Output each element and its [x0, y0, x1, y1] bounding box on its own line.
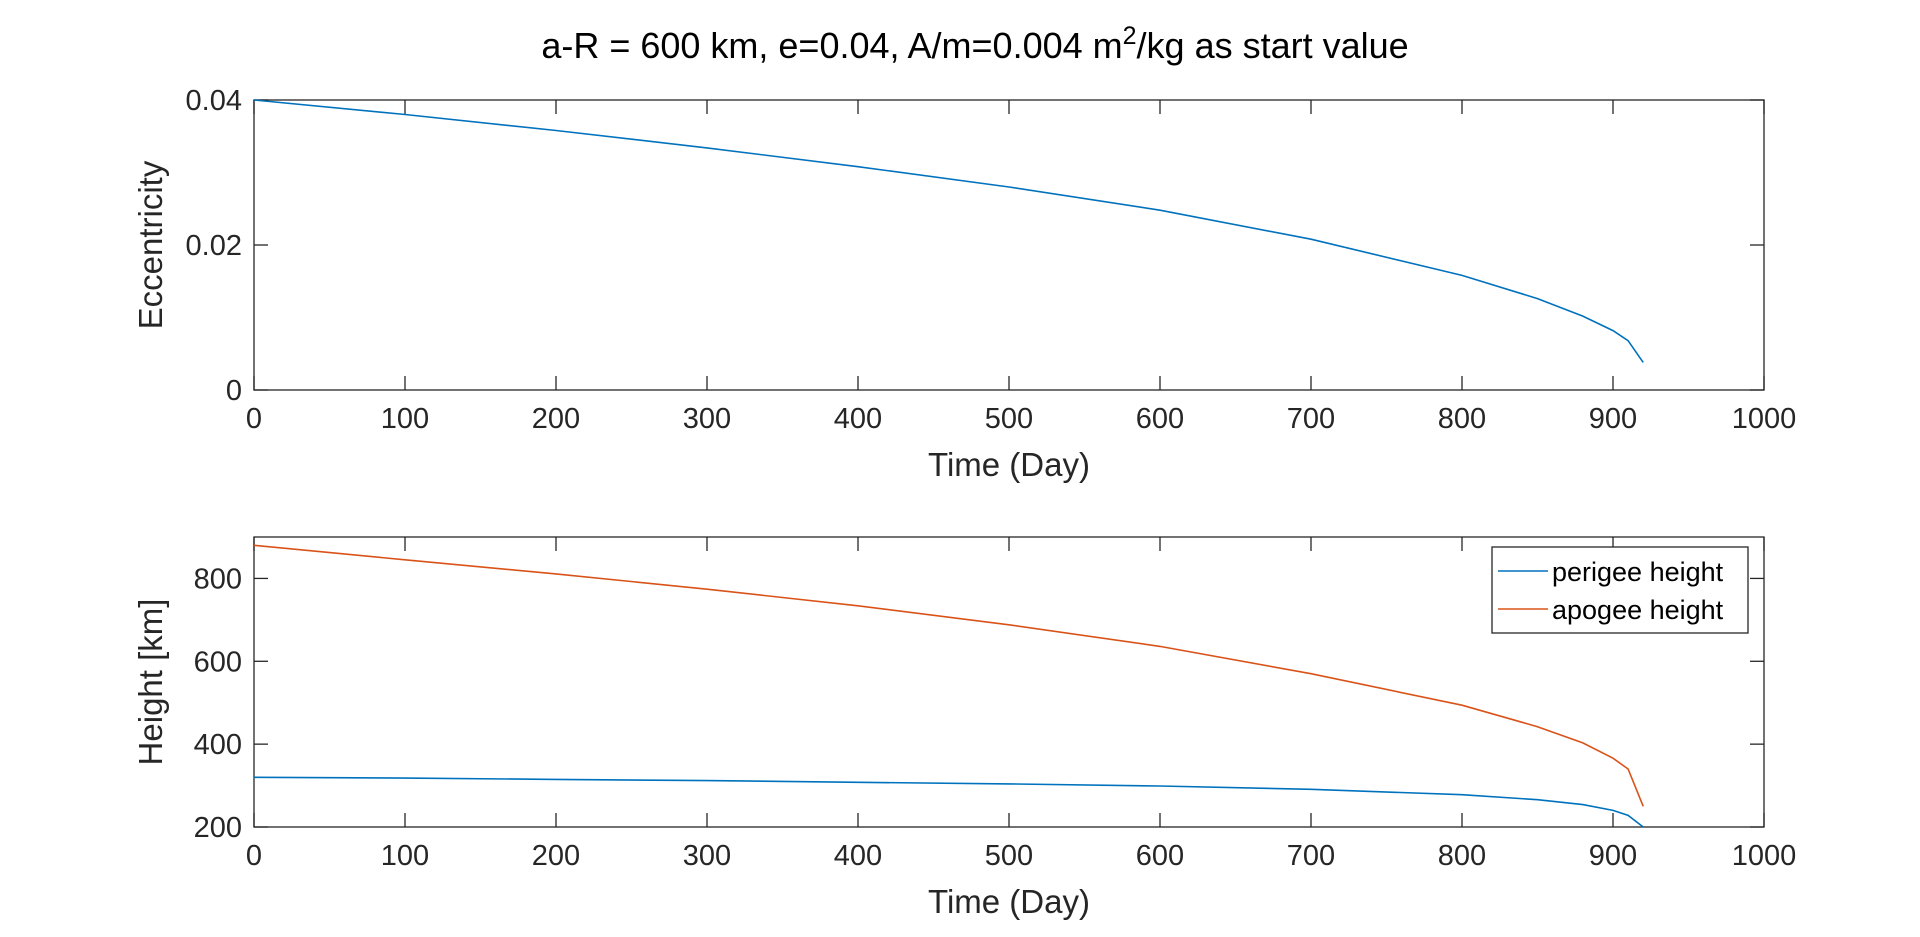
- eccentricity-x-tick-label: 1000: [1732, 403, 1797, 435]
- eccentricity-x-tick-label: 0: [246, 403, 262, 435]
- eccentricity-x-tick-label: 400: [834, 403, 882, 435]
- perigee-height-line: [253, 776, 1644, 828]
- height-x-tick-label: 100: [381, 840, 429, 872]
- eccentricity-x-tick-label: 300: [683, 403, 731, 435]
- height-y-tick-label: 200: [194, 812, 242, 844]
- eccentricity-x-tick-label: 100: [381, 403, 429, 435]
- eccentricity-x-tick-label: 900: [1589, 403, 1637, 435]
- height-x-tick-label: 400: [834, 840, 882, 872]
- legend-label-apogee-height: apogee height: [1552, 595, 1724, 625]
- figure-title: a-R = 600 km, e=0.04, A/m=0.004 m2/kg as…: [541, 22, 1408, 66]
- eccentricity-x-tick-label: 200: [532, 403, 580, 435]
- eccentricity-x-tick-label: 500: [985, 403, 1033, 435]
- height-x-tick-label: 1000: [1732, 840, 1797, 872]
- height-x-tick-label: 0: [246, 840, 262, 872]
- height-x-tick-label: 900: [1589, 840, 1637, 872]
- height-y-tick-label: 600: [194, 646, 242, 678]
- height-x-tick-label: 200: [532, 840, 580, 872]
- height-y-axis-label: Height [km]: [132, 599, 169, 766]
- height-x-tick-label: 800: [1438, 840, 1486, 872]
- height-x-axis-label: Time (Day): [928, 883, 1090, 920]
- eccentricity-y-tick-label: 0: [226, 375, 242, 407]
- eccentricity-x-tick-label: 800: [1438, 403, 1486, 435]
- apogee-height-line: [253, 544, 1644, 807]
- title-superscript: 2: [1123, 22, 1137, 50]
- title-main: a-R = 600 km, e=0.04, A/m=0.004 m: [541, 25, 1122, 66]
- eccentricity-axes: 0 100 200 300 400 500 600 700 800 900 1000 0 0.02 0.0…: [132, 85, 1796, 483]
- height-axes: 0 100 200 300 400 500 600 700 800 900 1000 200 400 60…: [132, 536, 1797, 920]
- height-y-tick-label: 400: [194, 729, 242, 761]
- height-y-tick-label: 800: [194, 563, 242, 595]
- height-x-tick-label: 500: [985, 840, 1033, 872]
- legend-box: [1491, 546, 1749, 634]
- title-suffix: /kg as start value: [1137, 25, 1409, 66]
- eccentricity-y-axis-label: Eccentricity: [132, 160, 169, 329]
- height-x-tick-label: 300: [683, 840, 731, 872]
- legend: perigee height apogee height: [1491, 546, 1749, 634]
- eccentricity-line: [253, 99, 1644, 363]
- eccentricity-x-tick-label: 700: [1287, 403, 1335, 435]
- height-x-tick-label: 600: [1136, 840, 1184, 872]
- eccentricity-x-axis-label: Time (Day): [928, 446, 1090, 483]
- height-x-tick-label: 700: [1287, 840, 1335, 872]
- eccentricity-plot-area: [253, 99, 1765, 391]
- eccentricity-x-tick-label: 600: [1136, 403, 1184, 435]
- legend-label-perigee-height: perigee height: [1552, 557, 1724, 587]
- eccentricity-y-tick-label: 0.02: [186, 230, 242, 262]
- eccentricity-y-tick-label: 0.04: [186, 85, 242, 117]
